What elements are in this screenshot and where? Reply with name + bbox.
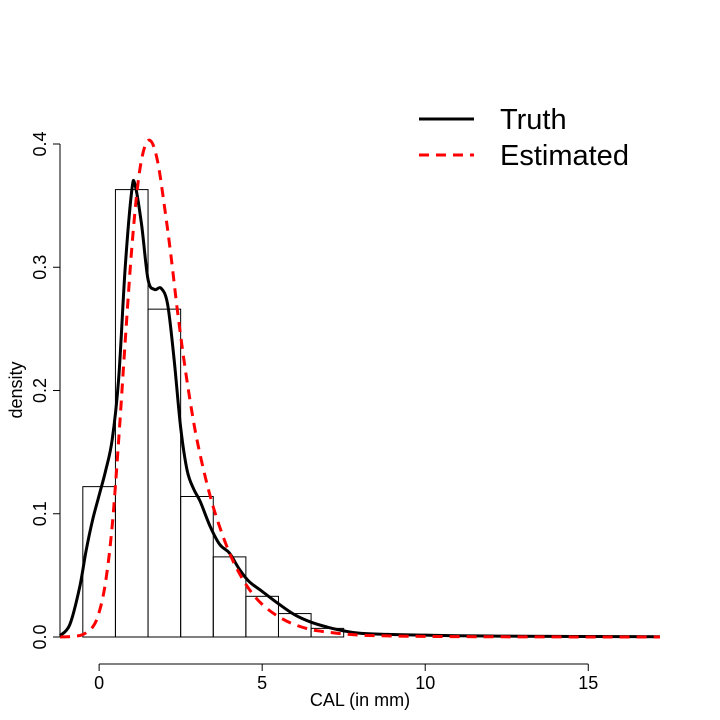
histogram-bar [180,495,214,638]
y-axis-title: density [6,361,26,418]
series-line-estimated [59,138,660,639]
axes: 0 5 10 15 0.0 0.1 0.2 0.3 0.4 [30,131,598,693]
series-line-truth [58,179,661,639]
histogram-bar [147,308,182,638]
y-tick-label: 0.0 [30,624,50,649]
y-tick-label: 0.1 [30,501,50,526]
x-tick-label: 5 [257,673,267,693]
x-tick-label: 0 [94,673,104,693]
x-tick-label: 10 [415,673,435,693]
histogram-bar [212,556,247,638]
x-tick-label: 15 [578,673,598,693]
y-tick-label: 0.2 [30,378,50,403]
histogram-bars [82,189,345,638]
histogram-bar [277,613,312,638]
histogram-bar [82,486,116,638]
y-tick-label: 0.4 [30,131,50,156]
x-axis-title: CAL (in mm) [310,690,410,710]
legend: Truth Estimated [419,104,629,172]
legend-label-estimated: Estimated [500,140,629,172]
density-curves [58,138,661,639]
axis-titles: CAL (in mm) density [6,361,410,710]
y-tick-label: 0.3 [30,255,50,280]
legend-label-truth: Truth [500,104,567,136]
